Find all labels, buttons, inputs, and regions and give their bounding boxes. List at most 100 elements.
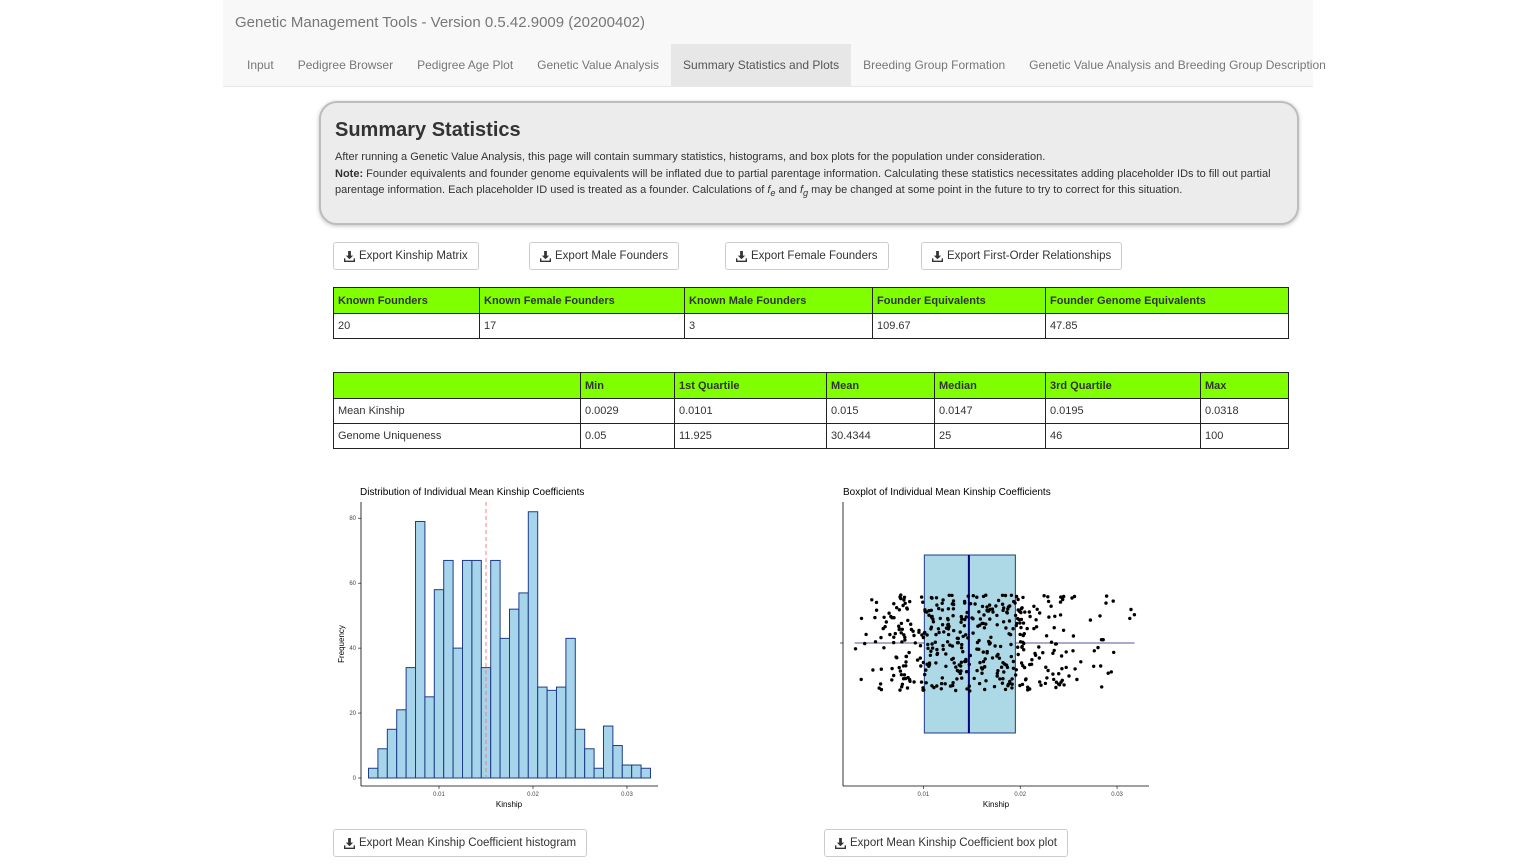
export-histogram-button[interactable]: Export Mean Kinship Coefficient histogra…	[333, 829, 588, 857]
boxplot-point	[899, 593, 903, 597]
table-header: Known Male Founders	[684, 287, 873, 314]
boxplot-point	[930, 596, 934, 600]
download-icon	[344, 250, 355, 262]
boxplot-point	[1034, 618, 1038, 622]
histogram-bar	[424, 696, 435, 779]
boxplot-point	[944, 652, 948, 656]
boxplot-point	[1111, 599, 1115, 603]
boxplot-point	[972, 676, 976, 681]
boxplot-x-axis-label: Kinship	[983, 800, 1010, 809]
fg-symbol: fg	[799, 184, 809, 199]
boxplot-point	[929, 625, 934, 629]
boxplot-point	[1034, 625, 1039, 629]
boxplot-point	[950, 657, 954, 662]
note-label: Note:	[335, 167, 364, 180]
boxplot-point	[1018, 632, 1022, 637]
boxplot-point	[905, 686, 910, 690]
boxplot-point	[935, 651, 940, 656]
boxplot-point	[1020, 645, 1024, 649]
export-female-founders-button[interactable]: Export Female Founders	[725, 242, 889, 270]
boxplot-point	[1010, 677, 1014, 681]
boxplot-point	[871, 668, 875, 672]
boxplot-point	[879, 687, 884, 692]
tab-genetic-value-analysis-and-breeding-group-description[interactable]: Genetic Value Analysis and Breeding Grou…	[1029, 58, 1326, 72]
boxplot-point	[887, 611, 891, 615]
note-and: and	[775, 184, 800, 197]
table-cell: 0.015	[826, 398, 935, 424]
table-cell: 0.0029	[580, 398, 675, 424]
histogram-y-tick-label: 80	[349, 516, 356, 522]
boxplot-point	[958, 630, 962, 634]
boxplot-point	[932, 685, 936, 690]
tab-breeding-group-formation[interactable]: Breeding Group Formation	[863, 58, 1006, 72]
boxplot-point	[923, 672, 927, 677]
boxplot-point	[1044, 665, 1048, 669]
boxplot-point	[941, 598, 945, 602]
boxplot-point	[1009, 654, 1013, 659]
export-first-order-relationships-label: Export First-Order Relationships	[947, 250, 1112, 262]
histogram-bar	[527, 511, 539, 779]
boxplot-point	[1058, 600, 1063, 604]
boxplot-point	[1005, 665, 1010, 670]
boxplot-point	[968, 602, 973, 606]
boxplot-point	[959, 620, 963, 624]
export-male-founders-button[interactable]: Export Male Founders	[529, 242, 680, 270]
boxplot-point	[1001, 620, 1006, 624]
tab-input[interactable]: Input	[247, 58, 274, 72]
boxplot-point	[990, 656, 995, 660]
boxplot-point	[1024, 677, 1028, 681]
boxplot-point	[1099, 664, 1103, 668]
boxplot-point	[1044, 634, 1049, 638]
table-cell: 0.0101	[674, 398, 827, 424]
boxplot-point	[945, 640, 950, 644]
boxplot-point	[1011, 666, 1016, 670]
boxplot-point	[1061, 597, 1065, 602]
boxplot-point	[1037, 645, 1041, 649]
boxplot-point	[1014, 623, 1018, 628]
boxplot-point	[975, 668, 979, 673]
tab-pedigree-age-plot[interactable]: Pedigree Age Plot	[417, 58, 514, 72]
boxplot-point	[890, 678, 894, 682]
boxplot-point	[1052, 648, 1056, 653]
boxplot-point	[975, 647, 979, 651]
boxplot-point	[1037, 656, 1041, 660]
boxplot-point	[1101, 638, 1105, 642]
boxplot-point	[959, 614, 963, 619]
boxplot-point	[1046, 595, 1050, 599]
boxplot-point	[904, 660, 908, 664]
boxplot-point	[985, 605, 989, 609]
boxplot-point	[892, 640, 896, 645]
boxplot-point	[1033, 651, 1037, 656]
boxplot-point	[1000, 602, 1005, 606]
histogram-bar	[537, 686, 548, 779]
boxplot-point	[992, 684, 997, 689]
tab-pedigree-browser[interactable]: Pedigree Browser	[297, 58, 394, 72]
boxplot-point	[909, 622, 913, 626]
boxplot-point	[940, 601, 944, 605]
boxplot-point	[1016, 597, 1020, 602]
boxplot-point	[939, 687, 943, 691]
boxplot-point	[1016, 652, 1020, 657]
table-cell: 0.05	[580, 423, 675, 449]
export-boxplot-button[interactable]: Export Mean Kinship Coefficient box plot	[824, 829, 1068, 857]
boxplot-point	[912, 680, 916, 684]
boxplot-point	[968, 653, 972, 658]
boxplot-point	[943, 682, 947, 686]
boxplot-point	[882, 646, 886, 650]
boxplot-point	[996, 598, 1001, 603]
boxplot-point	[922, 631, 926, 635]
tab-genetic-value-analysis[interactable]: Genetic Value Analysis	[537, 58, 660, 72]
boxplot-point	[933, 640, 937, 644]
tab-summary-statistics-and-plots[interactable]: Summary Statistics and Plots	[671, 44, 852, 86]
export-first-order-relationships-button[interactable]: Export First-Order Relationships	[921, 242, 1123, 270]
boxplot-point	[952, 661, 956, 665]
export-kinship-matrix-button[interactable]: Export Kinship Matrix	[333, 242, 479, 270]
boxplot-point	[901, 664, 906, 668]
summary-intro: After running a Genetic Value Analysis, …	[335, 151, 1046, 163]
table-header: Known Founders	[333, 287, 480, 314]
histogram-bar	[462, 559, 473, 779]
boxplot-point	[1059, 680, 1063, 684]
boxplot-point	[957, 663, 961, 667]
boxplot-point	[995, 674, 999, 678]
histogram-bar	[555, 686, 567, 779]
